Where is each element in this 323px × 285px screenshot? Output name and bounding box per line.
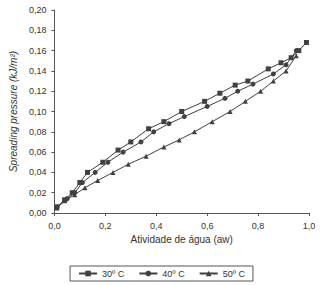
svg-text:30º C: 30º C (102, 269, 125, 279)
svg-text:1,0: 1,0 (303, 221, 316, 231)
svg-text:0,02: 0,02 (29, 188, 47, 198)
svg-text:0,16: 0,16 (29, 46, 47, 56)
svg-text:0,2: 0,2 (99, 221, 112, 231)
svg-text:0,12: 0,12 (29, 86, 47, 96)
svg-text:0,00: 0,00 (29, 208, 47, 218)
svg-text:0,6: 0,6 (201, 221, 214, 231)
svg-text:0,0: 0,0 (48, 221, 61, 231)
svg-text:0,04: 0,04 (29, 167, 47, 177)
svg-text:0,20: 0,20 (29, 5, 47, 15)
svg-text:0,18: 0,18 (29, 25, 47, 35)
svg-text:40º C: 40º C (162, 269, 185, 279)
svg-text:0,06: 0,06 (29, 147, 47, 157)
svg-text:Atividade de água (aw): Atividade de água (aw) (131, 234, 233, 245)
svg-text:0,8: 0,8 (252, 221, 265, 231)
svg-text:Spreading pressure (kJ/m²): Spreading pressure (kJ/m²) (8, 51, 19, 172)
svg-text:0,4: 0,4 (150, 221, 163, 231)
svg-text:0,10: 0,10 (29, 107, 47, 117)
svg-text:0,08: 0,08 (29, 127, 47, 137)
svg-text:0,14: 0,14 (29, 66, 47, 76)
svg-text:50º C: 50º C (223, 269, 246, 279)
